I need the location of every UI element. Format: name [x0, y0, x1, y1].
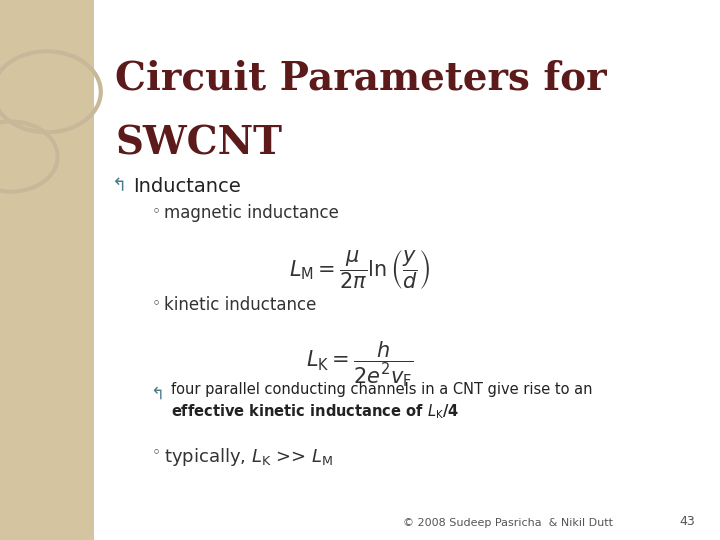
- Text: ◦: ◦: [151, 446, 160, 461]
- Text: $L_{\mathrm{M}} = \dfrac{\mu}{2\pi} \ln\left(\dfrac{y}{d}\right)$: $L_{\mathrm{M}} = \dfrac{\mu}{2\pi} \ln\…: [289, 248, 431, 292]
- Text: typically, $L_{\mathrm{K}}$ >> $L_{\mathrm{M}}$: typically, $L_{\mathrm{K}}$ >> $L_{\math…: [164, 446, 333, 468]
- Text: effective kinetic inductance of $L_{\mathrm{K}}$/4: effective kinetic inductance of $L_{\mat…: [171, 402, 459, 421]
- Text: 43: 43: [679, 515, 695, 528]
- Text: $L_{\mathrm{K}} = \dfrac{h}{2e^2 v_{\mathrm{F}}}$: $L_{\mathrm{K}} = \dfrac{h}{2e^2 v_{\mat…: [306, 339, 414, 389]
- Text: ◦: ◦: [151, 204, 160, 219]
- Text: Circuit Parameters for: Circuit Parameters for: [115, 59, 607, 97]
- Text: ↰: ↰: [150, 384, 163, 402]
- Text: magnetic inductance: magnetic inductance: [164, 204, 339, 222]
- Text: SWCNT: SWCNT: [115, 124, 282, 162]
- Text: four parallel conducting channels in a CNT give rise to an: four parallel conducting channels in a C…: [171, 382, 593, 397]
- Text: ◦: ◦: [151, 296, 160, 311]
- Text: © 2008 Sudeep Pasricha  & Nikil Dutt: © 2008 Sudeep Pasricha & Nikil Dutt: [403, 518, 613, 528]
- Text: ↰: ↰: [112, 177, 127, 195]
- Text: Inductance: Inductance: [133, 177, 241, 196]
- Text: kinetic inductance: kinetic inductance: [164, 296, 317, 314]
